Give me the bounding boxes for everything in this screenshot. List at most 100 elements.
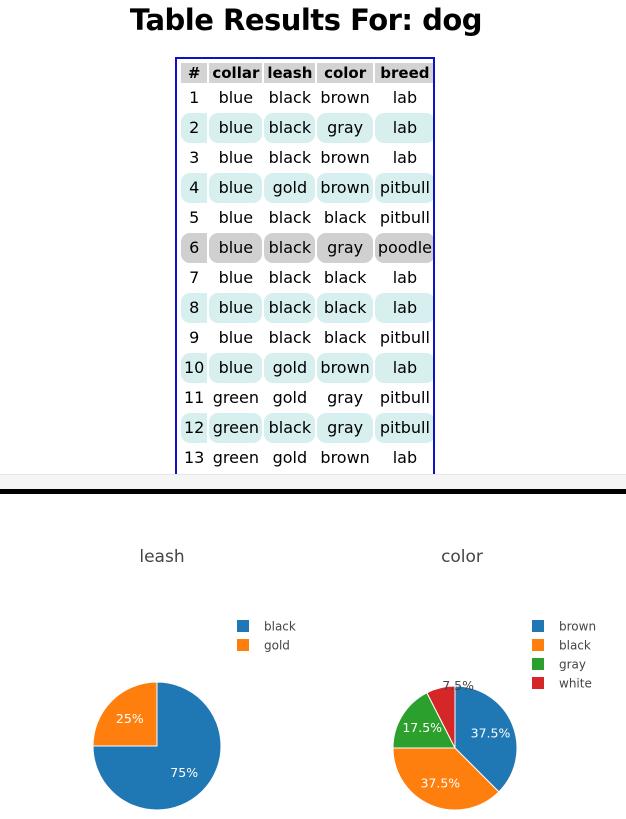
cell-breed: lab	[392, 148, 418, 167]
cell-leash: black	[268, 88, 312, 107]
slice-label: 25%	[116, 711, 144, 726]
table-row[interactable]: 13 green gold brown lab	[181, 443, 433, 473]
slice-label: 17.5%	[402, 720, 442, 735]
legend-label: black	[559, 639, 591, 653]
cell-number: 10	[181, 353, 208, 383]
cell-breed: pitbull	[379, 328, 430, 347]
legend-label: gold	[264, 639, 290, 653]
column-header-breed[interactable]: breed	[374, 63, 433, 83]
legend-label: black	[264, 620, 296, 634]
cell-color: gray	[317, 113, 373, 143]
slice-label: 7.5%	[442, 678, 474, 693]
cell-leash: black	[264, 293, 316, 323]
cell-number: 7	[189, 268, 200, 287]
table-row[interactable]: 7 blue black black lab	[181, 263, 433, 293]
table-row[interactable]: 11 green gold gray pitbull	[181, 383, 433, 413]
table-row[interactable]: 3 blue black brown lab	[181, 143, 433, 173]
cell-collar: green	[212, 388, 259, 407]
slice-label: 37.5%	[420, 776, 460, 791]
column-header-leash[interactable]: leash	[264, 63, 316, 83]
cell-leash: black	[268, 328, 312, 347]
cell-breed: pitbull	[379, 388, 430, 407]
legend-swatch	[237, 620, 249, 632]
cell-collar: blue	[209, 173, 263, 203]
cell-number: 13	[184, 448, 205, 467]
slice-label: 75%	[170, 765, 198, 780]
pie-slice-white	[426, 685, 456, 749]
panel-divider[interactable]	[0, 489, 626, 494]
cell-number: 3	[189, 148, 200, 167]
cell-color: brown	[317, 353, 373, 383]
slice-label: 37.5%	[471, 725, 511, 740]
cell-number: 12	[181, 413, 208, 443]
cell-number: 5	[189, 208, 200, 227]
cell-breed: lab	[392, 448, 418, 467]
cell-color: gray	[317, 233, 373, 263]
cell-collar: blue	[209, 353, 263, 383]
pie-charts: leash 75% 25% black gold color 37.5% 37.5% 17.5%…	[92, 547, 596, 811]
pie-slice-black	[392, 747, 500, 811]
cell-breed: lab	[374, 353, 433, 383]
cell-breed: lab	[392, 88, 418, 107]
table-row[interactable]: 5 blue black black pitbull	[181, 203, 433, 233]
column-header-collar[interactable]: collar	[209, 63, 263, 83]
cell-color: brown	[320, 88, 370, 107]
results-table: # collar leash color breed 1 blue black bro…	[179, 63, 433, 473]
cell-number: 11	[184, 388, 205, 407]
cell-collar: green	[212, 448, 259, 467]
table-row[interactable]: 8 blue black black lab	[181, 293, 433, 323]
cell-collar: blue	[209, 113, 263, 143]
cell-leash: gold	[272, 448, 308, 467]
cell-breed: poodle	[374, 233, 433, 263]
legend-label: brown	[559, 620, 596, 634]
legend-swatch	[532, 677, 544, 689]
cell-number: 2	[181, 113, 208, 143]
cell-collar: blue	[218, 148, 254, 167]
results-table-frame[interactable]: # collar leash color breed 1 blue black bro…	[175, 57, 435, 479]
table-row[interactable]: 6 blue black gray poodle	[181, 233, 433, 263]
chart-title: color	[441, 547, 483, 567]
cell-number: 6	[181, 233, 208, 263]
cell-number: 4	[181, 173, 208, 203]
cell-leash: black	[268, 148, 312, 167]
cell-breed: lab	[392, 268, 418, 287]
column-header-number[interactable]: #	[181, 63, 208, 83]
cell-collar: blue	[209, 233, 263, 263]
cell-collar: blue	[218, 268, 254, 287]
table-row[interactable]: 9 blue black black pitbull	[181, 323, 433, 353]
cell-collar: blue	[218, 328, 254, 347]
cell-leash: black	[264, 113, 316, 143]
legend-label: gray	[559, 658, 586, 672]
cell-leash: gold	[272, 388, 308, 407]
cell-color: black	[323, 208, 367, 227]
cell-collar: green	[209, 413, 263, 443]
cell-number: 1	[189, 88, 200, 107]
cell-breed: pitbull	[379, 208, 430, 227]
chart-title: leash	[139, 547, 184, 567]
cell-breed: lab	[374, 293, 433, 323]
legend-swatch	[532, 639, 544, 651]
cell-number: 9	[189, 328, 200, 347]
cell-collar: blue	[218, 88, 254, 107]
pie-slice-gold	[92, 681, 158, 747]
cell-breed: pitbull	[374, 173, 433, 203]
column-header-color[interactable]: color	[317, 63, 373, 83]
cell-leash: gold	[264, 173, 316, 203]
table-row[interactable]: 2 blue black gray lab	[181, 113, 433, 143]
pie-slice-black	[92, 681, 222, 811]
table-row[interactable]: 4 blue gold brown pitbull	[181, 173, 433, 203]
cell-leash: black	[264, 413, 316, 443]
legend-swatch	[532, 658, 544, 670]
table-row[interactable]: 1 blue black brown lab	[181, 83, 433, 113]
scroll-separator	[0, 474, 626, 489]
pie-slice-gray	[392, 692, 456, 749]
cell-color: black	[317, 293, 373, 323]
cell-leash: black	[268, 268, 312, 287]
table-row[interactable]: 10 blue gold brown lab	[181, 353, 433, 383]
cell-color: black	[323, 268, 367, 287]
cell-breed: lab	[374, 113, 433, 143]
cell-breed: pitbull	[374, 413, 433, 443]
cell-color: gray	[327, 388, 364, 407]
table-header-row: # collar leash color breed	[181, 63, 433, 83]
table-row[interactable]: 12 green black gray pitbull	[181, 413, 433, 443]
